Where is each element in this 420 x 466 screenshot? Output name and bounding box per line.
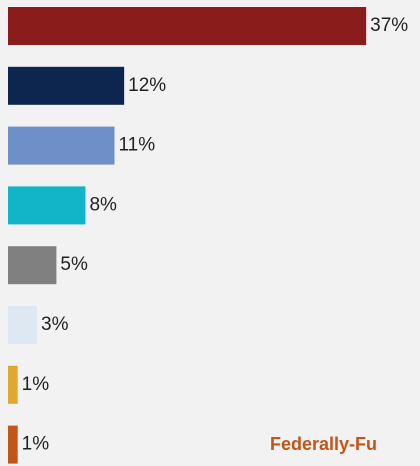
value-label: 3%: [41, 314, 69, 335]
value-label: 37%: [370, 15, 408, 36]
value-label: 8%: [89, 194, 117, 215]
bar: [8, 306, 38, 344]
annotation: Federally-Fu: [270, 434, 377, 454]
value-label: 12%: [128, 75, 166, 96]
bar: [8, 425, 18, 464]
bar: [8, 246, 57, 285]
bar: [8, 186, 86, 225]
bar: [8, 365, 18, 404]
bar: [8, 66, 125, 105]
value-label: 1%: [22, 374, 50, 395]
value-label: 5%: [60, 254, 88, 275]
bar: [8, 126, 115, 165]
value-label: 1%: [22, 434, 50, 455]
bar: [8, 7, 367, 45]
value-label: 11%: [118, 135, 155, 156]
